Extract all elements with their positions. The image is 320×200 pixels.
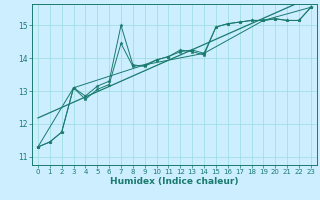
X-axis label: Humidex (Indice chaleur): Humidex (Indice chaleur) <box>110 177 239 186</box>
